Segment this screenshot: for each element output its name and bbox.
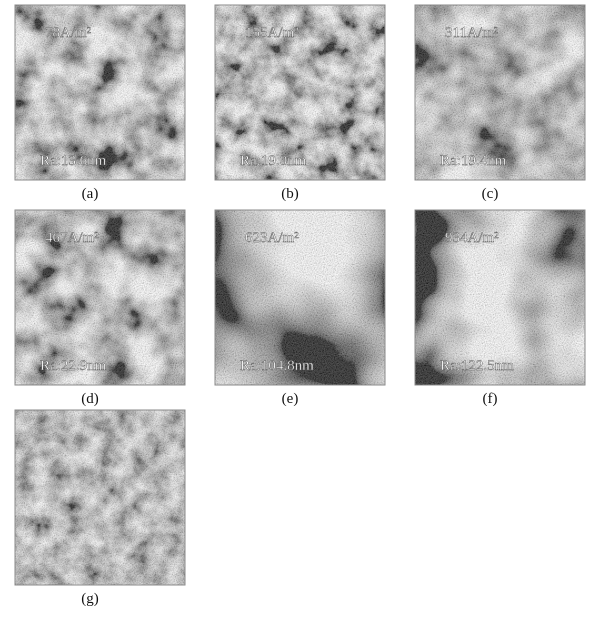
afm-panel: 934A/m² Ra:122.5nm (f)	[415, 210, 585, 407]
panel-label: (d)	[81, 391, 99, 407]
roughness: Ra:22.9nm	[40, 358, 107, 374]
roughness: Ra:122.5nm	[440, 358, 514, 374]
panel-label: (c)	[482, 186, 499, 202]
afm-panel: 467A/m² Ra:22.9nm (d)	[15, 210, 185, 407]
current-density: 467A/m²	[45, 230, 99, 246]
current-density: 623A/m²	[245, 230, 299, 246]
noise-overlay	[15, 410, 185, 585]
afm-panel: 78A/m² Ra:13.6nm (a)	[15, 5, 185, 202]
roughness: Ra:104.8nm	[240, 358, 314, 374]
roughness: Ra:19.4nm	[440, 153, 507, 169]
roughness: Ra:19.0nm	[240, 153, 307, 169]
current-density: 934A/m²	[445, 230, 499, 246]
roughness: Ra:13.6nm	[40, 153, 107, 169]
afm-panel: 311A/m² Ra:19.4nm (c)	[415, 5, 585, 202]
afm-panel: 623A/m² Ra:104.8nm (e)	[215, 210, 385, 407]
panel-label: (f)	[483, 391, 498, 407]
figure: 78A/m² Ra:13.6nm (a) 155A/m² Ra:19.0nm (b) 311…	[0, 0, 600, 620]
afm-panel: 155A/m² Ra:19.0nm (b)	[215, 5, 385, 202]
panel-label: (b)	[281, 186, 299, 202]
current-density: 311A/m²	[445, 25, 499, 41]
panel-label: (e)	[282, 391, 299, 407]
current-density: 78A/m²	[45, 25, 92, 41]
panel-label: (g)	[81, 591, 99, 607]
afm-panel: (g)	[15, 410, 185, 607]
current-density: 155A/m²	[245, 25, 299, 41]
panel-label: (a)	[82, 186, 99, 202]
